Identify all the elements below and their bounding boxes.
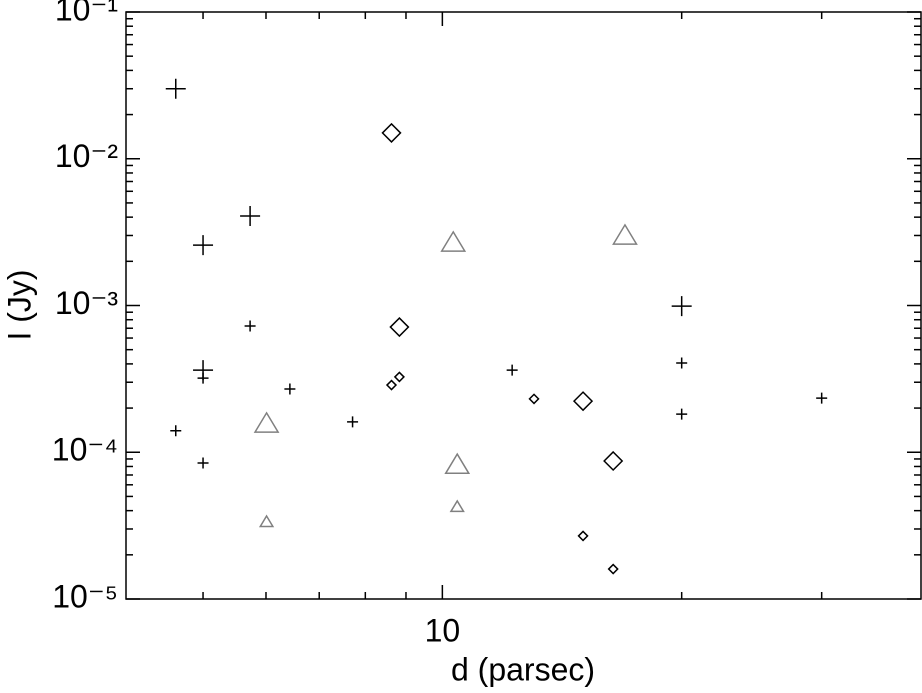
- point-triangle: [444, 452, 471, 475]
- point-plus: [347, 416, 359, 428]
- point-plus: [165, 78, 186, 99]
- point-plus: [671, 296, 692, 317]
- point-diamond: [572, 391, 594, 412]
- y-tick-label: 10⁻³: [55, 285, 118, 321]
- y-tick-label: 10⁻²: [55, 138, 118, 174]
- point-plus: [284, 383, 296, 395]
- point-diamond: [607, 563, 619, 575]
- point-diamond: [528, 393, 540, 405]
- y-axis-title: I (Jy): [1, 269, 37, 340]
- plot-frame: [125, 11, 922, 600]
- point-plus: [170, 425, 182, 437]
- point-triangle: [612, 223, 638, 245]
- point-triangle: [253, 411, 280, 433]
- point-plus: [244, 320, 256, 332]
- point-plus: [240, 206, 261, 227]
- point-diamond: [603, 450, 624, 472]
- y-tick-label: 10⁻⁴: [52, 432, 118, 468]
- point-plus: [676, 357, 688, 369]
- point-diamond: [381, 122, 402, 143]
- point-plus: [676, 408, 688, 420]
- y-tick-label: 10⁻⁵: [52, 578, 118, 614]
- point-triangle: [258, 514, 275, 528]
- point-diamond: [393, 371, 405, 383]
- point-diamond: [577, 530, 589, 542]
- point-plus: [197, 372, 209, 384]
- y-tick-label: 10⁻¹: [55, 0, 118, 27]
- x-tick-label: 10: [425, 612, 461, 648]
- point-diamond: [385, 379, 398, 391]
- point-triangle: [440, 230, 467, 252]
- point-diamond: [389, 316, 410, 338]
- point-plus: [193, 235, 214, 256]
- point-triangle: [449, 499, 465, 513]
- point-plus: [197, 457, 209, 469]
- point-plus: [816, 392, 828, 404]
- point-plus: [506, 364, 518, 376]
- x-axis-title: d (parsec): [451, 651, 595, 687]
